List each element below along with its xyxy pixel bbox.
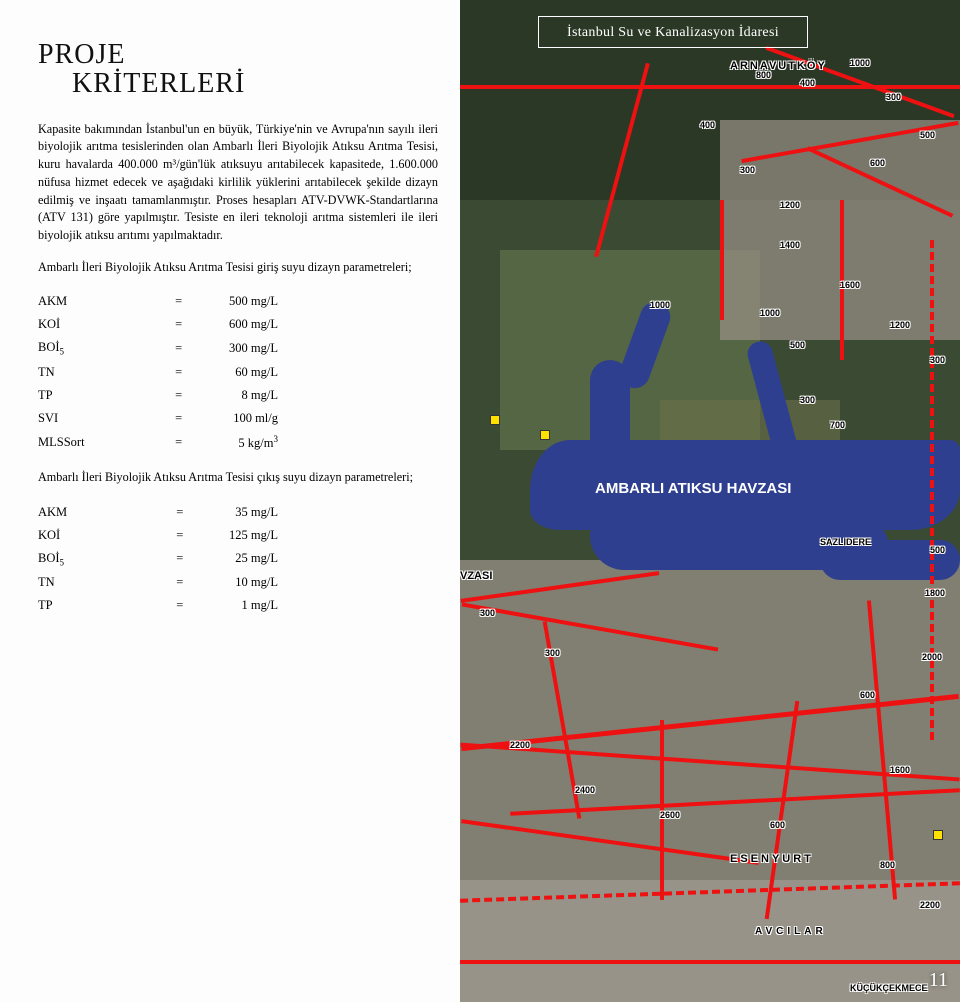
table-row: SVI=100 ml/g [38,407,438,430]
table-row: TN=60 mg/L [38,361,438,384]
map-column: İstanbul Su ve Kanalizasyon İdaresi [460,0,960,1002]
table-row: KOİ=600 mg/L [38,313,438,336]
title-line-1: PROJE [38,39,125,70]
table-row: KOİ=125 mg/L [38,524,438,547]
map-image: ARNAVUTKÖY AMBARLI ATIKSU HAVZASI SAZLID… [460,0,960,1002]
map-label-avcilar: AVCILAR [755,926,827,937]
outlet-params-heading: Ambarlı İleri Biyolojik Atıksu Arıtma Te… [38,469,438,487]
map-label-kucukcekmece: KÜÇÜKÇEKMECE [850,983,928,993]
intro-paragraph: Kapasite bakımından İstanbul'un en büyük… [38,121,438,245]
inlet-params-heading: Ambarlı İleri Biyolojik Atıksu Arıtma Te… [38,259,438,277]
table-row: BOİ5=300 mg/L [38,336,438,361]
title-line-2: KRİTERLERİ [38,69,438,98]
map-label-sazlidere: SAZLIDERE [820,537,871,547]
page-number: 11 [929,969,948,992]
page-title: PROJE KRİTERLERİ [38,40,438,99]
map-label-arnavutkoy: ARNAVUTKÖY [730,60,827,72]
table-row: AKM=500 mg/L [38,290,438,313]
header-organization-box: İstanbul Su ve Kanalizasyon İdaresi [538,16,808,48]
outlet-params-table: AKM=35 mg/L KOİ=125 mg/L BOİ5=25 mg/L TN… [38,501,438,618]
inlet-params-table: AKM=500 mg/L KOİ=600 mg/L BOİ5=300 mg/L … [38,290,438,455]
table-row: AKM=35 mg/L [38,501,438,524]
table-row: TP=8 mg/L [38,384,438,407]
table-row: TP=1 mg/L [38,594,438,617]
map-label-vzasi: VZASI [460,570,492,582]
header-organization: İstanbul Su ve Kanalizasyon İdaresi [567,25,779,40]
table-row: BOİ5=25 mg/L [38,547,438,572]
table-row: TN=10 mg/L [38,571,438,594]
text-column: PROJE KRİTERLERİ Kapasite bakımından İst… [0,0,460,1002]
table-row: MLSSort=5 kg/m3 [38,430,438,455]
map-label-basin: AMBARLI ATIKSU HAVZASI [595,480,791,497]
map-label-esenyurt: ESENYURT [730,853,814,865]
